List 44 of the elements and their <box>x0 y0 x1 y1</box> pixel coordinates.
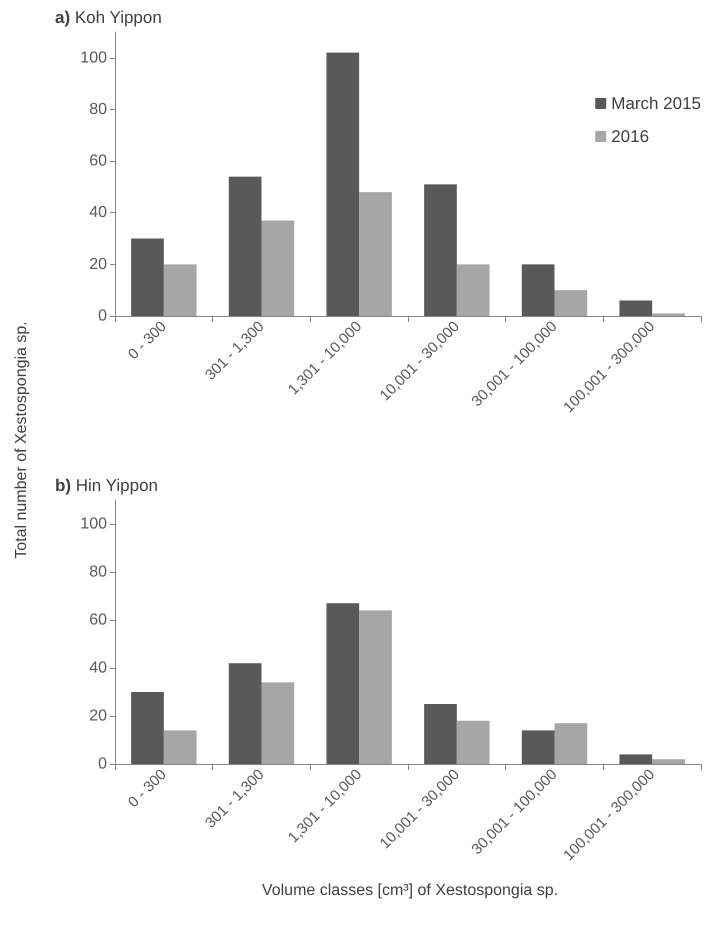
bar <box>522 730 554 764</box>
bar <box>522 264 554 316</box>
bar <box>326 603 360 764</box>
bar <box>262 682 294 764</box>
y-tick-label: 0 <box>98 756 108 772</box>
y-tick-label: 20 <box>89 708 108 724</box>
y-tick-label: 80 <box>89 564 108 580</box>
y-tick-label: 20 <box>89 256 108 273</box>
bar <box>164 264 197 316</box>
bar <box>456 264 490 316</box>
x-tick-label: 0 - 300 <box>124 318 170 363</box>
bar <box>359 610 392 764</box>
bar <box>424 184 457 316</box>
bar <box>359 192 392 316</box>
chart-title: a) Koh Yippon <box>55 8 162 27</box>
bar <box>228 663 262 764</box>
bar <box>326 52 360 316</box>
y-tick-label: 40 <box>89 204 108 222</box>
legend-label: 2016 <box>611 127 650 146</box>
bar <box>164 730 197 764</box>
x-tick-label: 0 - 300 <box>124 766 170 811</box>
bar <box>456 720 490 764</box>
bar <box>262 220 294 316</box>
bar <box>424 704 457 764</box>
bar <box>652 759 685 764</box>
y-tick-label: 100 <box>80 49 108 66</box>
bar <box>131 238 164 316</box>
bar <box>131 692 164 764</box>
bar <box>554 290 588 316</box>
y-tick-label: 80 <box>89 100 108 118</box>
y-tick-label: 60 <box>89 152 108 170</box>
y-tick-label: 60 <box>89 612 108 628</box>
bar <box>619 300 652 316</box>
chart-title: b) Hin Yippon <box>55 476 158 495</box>
x-axis-title: Volume classes [cm³] of Xestospongia sp. <box>262 882 558 900</box>
y-tick-label: 0 <box>98 308 108 324</box>
bar <box>619 754 652 764</box>
bar <box>228 176 262 316</box>
legend-label: March 2015 <box>611 94 702 113</box>
y-axis-title: Total number of Xestospongia sp. <box>13 321 31 559</box>
y-tick-label: 100 <box>80 516 108 532</box>
y-tick-label: 40 <box>89 660 108 676</box>
bar <box>554 723 588 764</box>
bar <box>652 313 685 316</box>
